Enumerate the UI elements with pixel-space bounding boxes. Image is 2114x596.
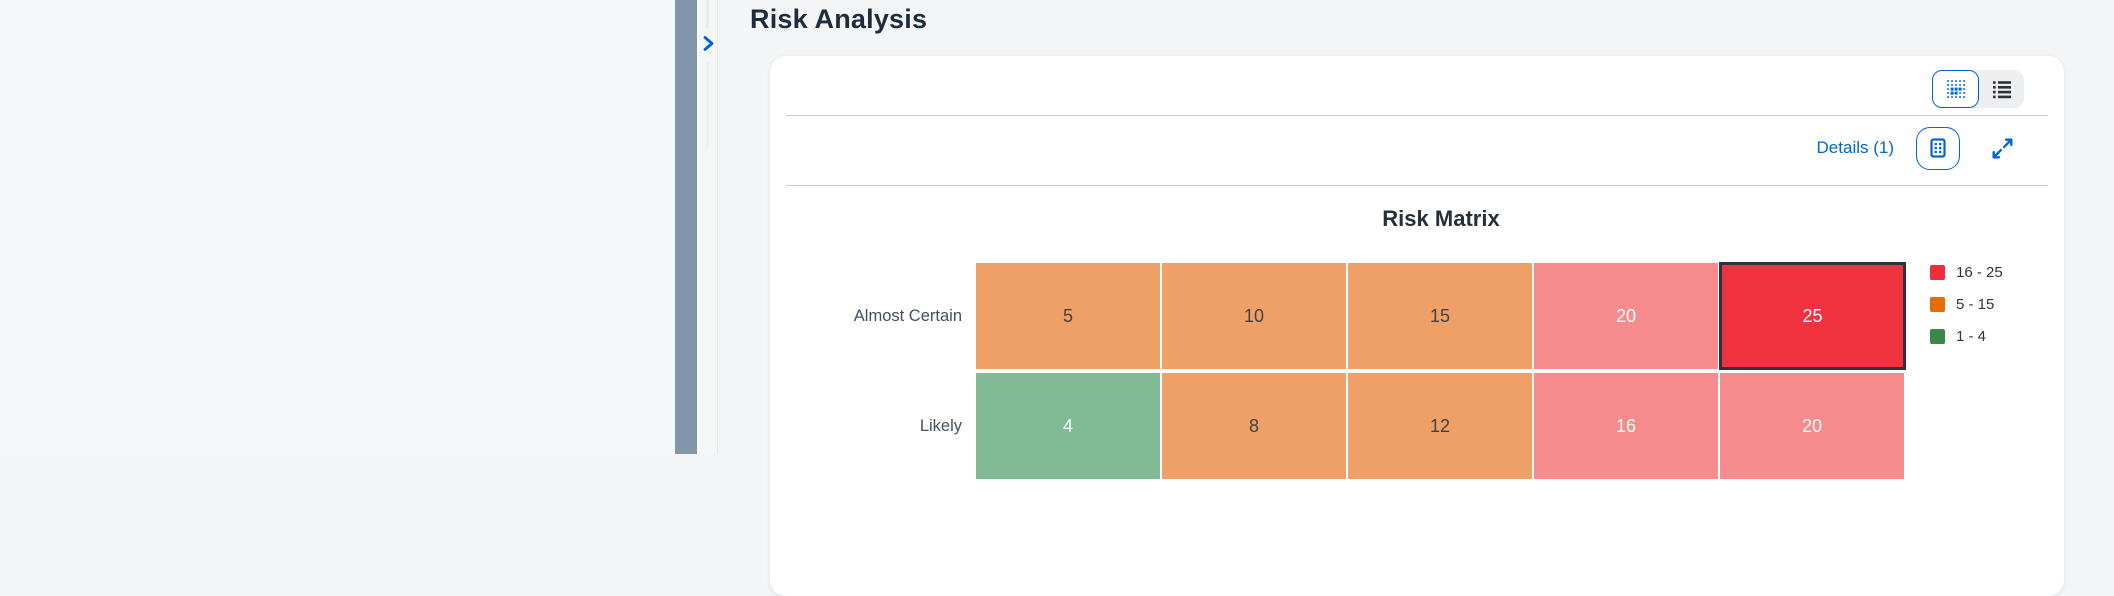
legend-item: 5 - 15 — [1930, 297, 2003, 312]
legend-label: 1 - 4 — [1956, 328, 1987, 345]
heatmap-cell[interactable]: 15 — [1348, 263, 1532, 369]
legend-label: 16 - 25 — [1956, 264, 2003, 281]
main-content: Risk Analysis — [718, 0, 2114, 596]
legend-item: 16 - 25 — [1930, 265, 2003, 280]
list-icon — [1992, 79, 2012, 99]
risk-matrix-card: Details (1) — [770, 56, 2064, 596]
details-link[interactable]: Details (1) — [1816, 138, 1894, 157]
heatmap-cell[interactable]: 20 — [1534, 263, 1718, 369]
collapsed-side-panel — [0, 0, 675, 454]
chart-title: Risk Matrix — [1382, 206, 1500, 231]
table-view-button[interactable] — [1916, 126, 1960, 170]
table-grid-icon — [1927, 137, 1949, 159]
fullscreen-button[interactable] — [1988, 134, 2016, 162]
legend-label: 5 - 15 — [1956, 296, 1995, 313]
heatmap-icon — [1946, 79, 1966, 99]
chart-legend: 16 - 25 5 - 15 1 - 4 — [1930, 265, 2003, 361]
heatmap-cell[interactable]: 10 — [1162, 263, 1346, 369]
fullscreen-icon — [1989, 135, 2016, 162]
heatmap-cell[interactable]: 20 — [1720, 373, 1904, 479]
heatmap-cell[interactable]: 5 — [976, 263, 1160, 369]
legend-swatch-high — [1930, 265, 1945, 280]
splitter-grip — [706, 62, 709, 148]
legend-swatch-low — [1930, 329, 1945, 344]
heatmap-cell-selected[interactable]: 25 — [1719, 262, 1906, 370]
list-view-button[interactable] — [1979, 70, 2024, 108]
view-switch — [1932, 70, 2024, 108]
splitter-gutter — [699, 0, 718, 454]
expand-panel-button[interactable] — [700, 31, 716, 55]
details-toolbar: Details (1) — [1817, 126, 2016, 170]
splitter-grip — [706, 0, 709, 28]
row-label: Almost Certain — [853, 306, 962, 325]
row-label: Likely — [919, 416, 962, 435]
toolbar-divider — [786, 115, 2048, 116]
chevron-right-icon — [702, 35, 715, 52]
heatmap-cell[interactable]: 4 — [976, 373, 1160, 479]
heatmap-view-button[interactable] — [1932, 70, 1979, 108]
page-title: Risk Analysis — [750, 4, 928, 34]
legend-item: 1 - 4 — [1930, 329, 2003, 344]
heatmap-cell[interactable]: 16 — [1534, 373, 1718, 479]
heatmap-cell[interactable]: 12 — [1348, 373, 1532, 479]
heatmap-cell[interactable]: 8 — [1162, 373, 1346, 479]
splitter-bar[interactable] — [675, 0, 699, 454]
legend-swatch-medium — [1930, 297, 1945, 312]
toolbar-divider — [786, 185, 2048, 186]
